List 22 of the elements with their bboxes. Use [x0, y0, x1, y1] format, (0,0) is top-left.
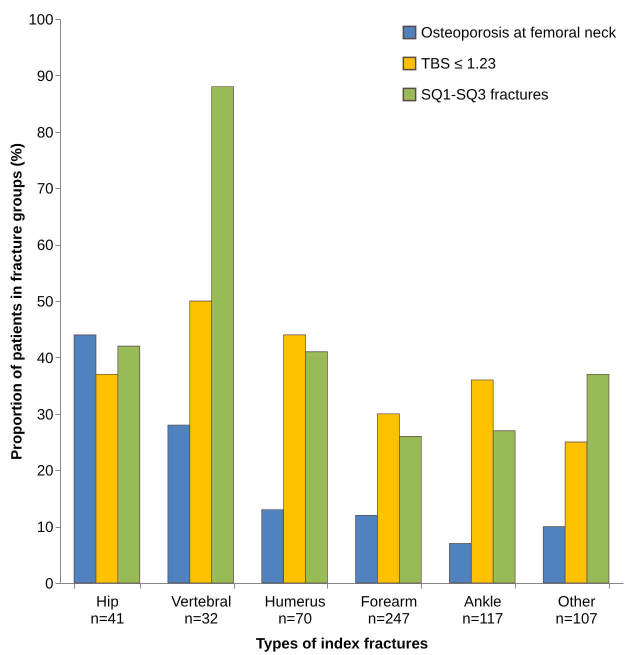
- y-tick-label: 70: [36, 180, 54, 198]
- x-tick-label: Vertebral n=32: [171, 594, 232, 628]
- x-tick-label: Forearm n=247: [360, 594, 418, 628]
- legend-label: SQ1-SQ3 fractures: [421, 86, 549, 104]
- x-axis-title: Types of index fractures: [256, 636, 428, 652]
- x-tick-label: Hip n=41: [90, 594, 124, 628]
- y-tick-label: 50: [36, 294, 54, 310]
- y-tick-label: 60: [36, 237, 54, 254]
- y-axis-title: Proportion of patients in fracture groups (%): [8, 143, 26, 460]
- y-tick-label: 30: [36, 406, 54, 424]
- y-tick-label: 90: [36, 68, 54, 85]
- legend-label: TBS ≤ 1.23: [421, 56, 496, 72]
- legend-label: Osteoporosis at femoral neck: [421, 24, 617, 42]
- y-tick-label: 80: [36, 124, 54, 142]
- y-tick-label: 20: [36, 462, 54, 480]
- y-tick-label: 0: [45, 576, 54, 592]
- y-tick-label: 40: [36, 350, 54, 367]
- y-tick-label: 10: [36, 519, 54, 536]
- x-tick-label: Other n=107: [556, 594, 598, 628]
- y-tick-label: 100: [28, 12, 54, 28]
- x-tick-label: Humerus n=70: [264, 594, 326, 628]
- x-tick-label: Ankle n=117: [462, 594, 504, 628]
